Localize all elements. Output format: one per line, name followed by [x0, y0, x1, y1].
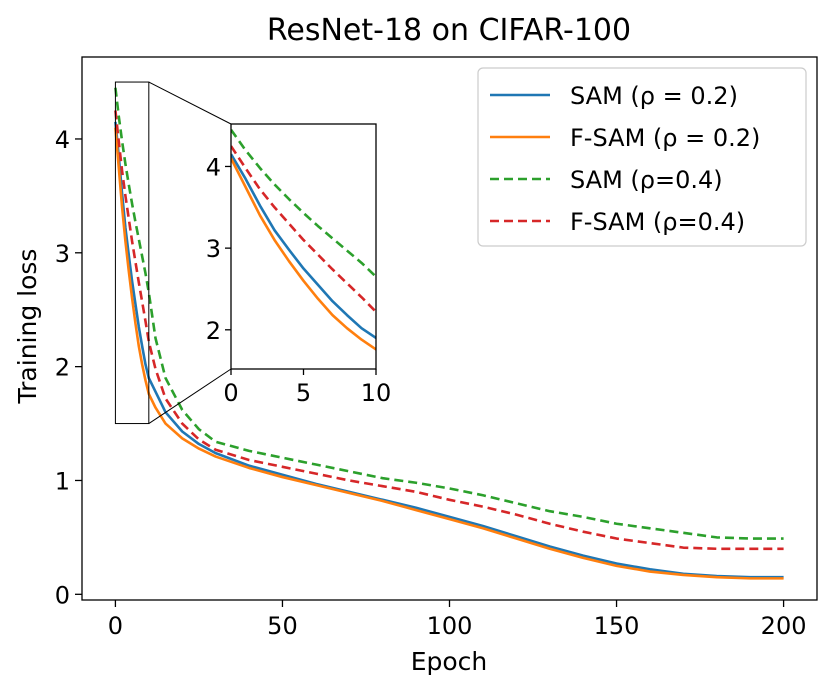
inset-series-line-4 [231, 145, 376, 314]
x-tick-label: 0 [108, 612, 123, 640]
legend-label-1: SAM (ρ = 0.2) [570, 82, 738, 110]
legend: SAM (ρ = 0.2) F-SAM (ρ = 0.2) SAM (ρ=0.4) F… [477, 67, 807, 247]
y-tick-label: 2 [55, 354, 70, 382]
legend-label-2: F-SAM (ρ = 0.2) [570, 124, 760, 152]
inset-y-tick-label: 3 [206, 235, 221, 263]
x-tick-label: 150 [594, 612, 640, 640]
chart-title: ResNet-18 on CIFAR-100 [267, 13, 631, 48]
zoom-indicator [114, 81, 232, 425]
inset-y-tick-label: 2 [206, 317, 221, 345]
inset-x-tick-label: 0 [223, 379, 238, 407]
x-tick-label: 100 [427, 612, 473, 640]
series-line-3 [114, 87, 784, 540]
series-line-1 [114, 121, 784, 579]
y-tick-label: 0 [55, 581, 70, 609]
inset-series-line-1 [231, 153, 376, 340]
inset-series-line-2 [231, 157, 376, 351]
y-tick-label: 3 [55, 240, 70, 268]
main-series-lines [114, 87, 784, 580]
x-axis-label: Epoch [411, 647, 488, 676]
inset-x-tick-label: 10 [361, 379, 392, 407]
x-tick-label: 200 [761, 612, 807, 640]
inset-plot: 0 5 10 2 3 4 [206, 123, 392, 407]
legend-label-4: F-SAM (ρ=0.4) [570, 208, 745, 236]
inset-series-lines [231, 128, 376, 351]
zoom-region-box [114, 81, 150, 425]
inset-background [231, 124, 376, 369]
legend-label-3: SAM (ρ=0.4) [570, 166, 723, 194]
series-line-4 [114, 110, 784, 551]
y-axis-label: Training loss [13, 249, 42, 405]
y-tick-label: 1 [55, 467, 70, 495]
inset-series-line-3 [231, 128, 376, 279]
zoom-connector-top [148, 81, 232, 125]
x-tick-label: 50 [267, 612, 298, 640]
inset-x-tick-label: 5 [296, 379, 311, 407]
series-line-2 [114, 127, 784, 580]
legend-box [477, 67, 807, 247]
inset-y-tick-label: 4 [206, 153, 221, 181]
zoom-connector-bottom [148, 368, 232, 424]
y-tick-label: 4 [55, 126, 70, 154]
